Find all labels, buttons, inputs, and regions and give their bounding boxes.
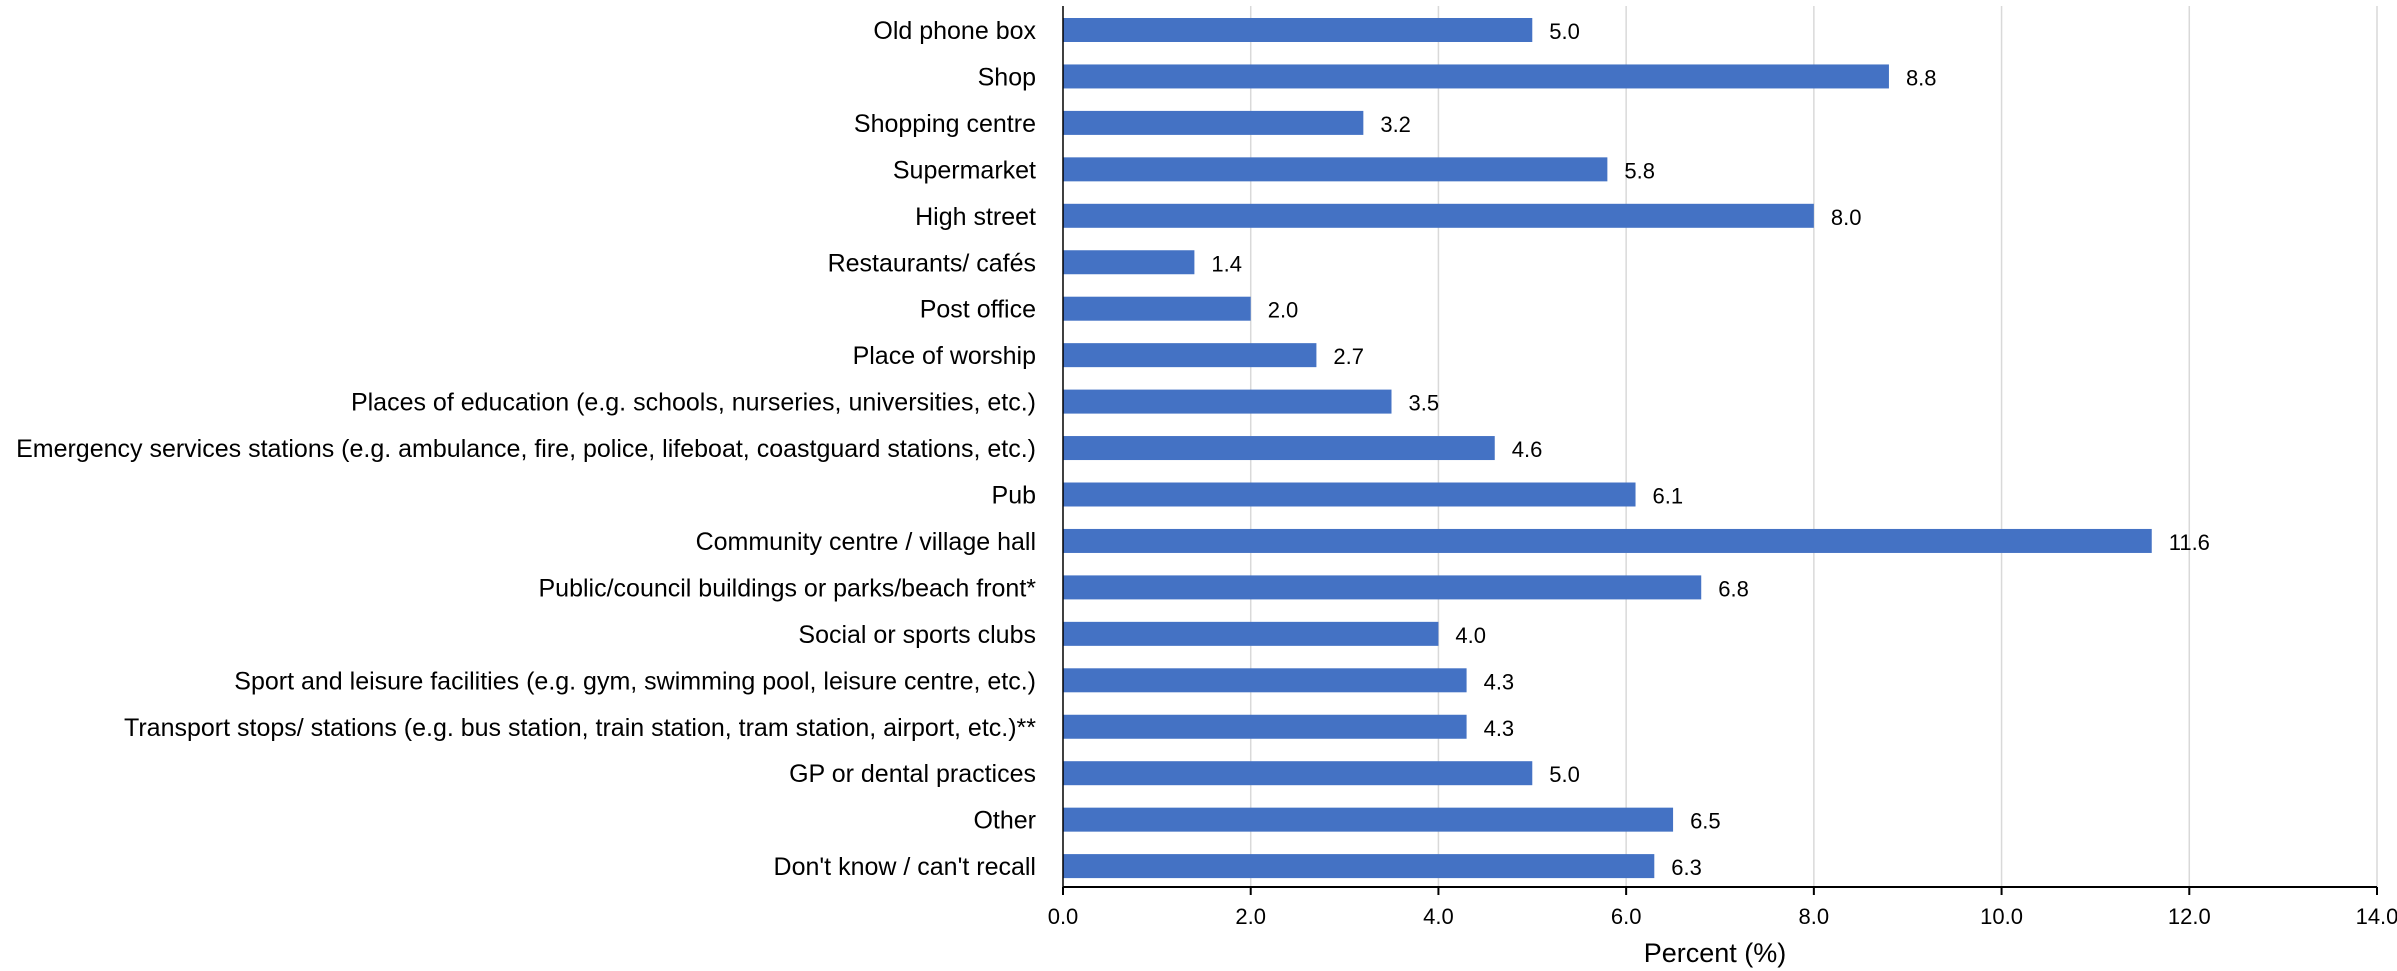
bar bbox=[1063, 64, 1889, 88]
x-tick-label: 0.0 bbox=[1048, 904, 1079, 929]
x-tick-label: 8.0 bbox=[1799, 904, 1830, 929]
x-tick-label: 2.0 bbox=[1235, 904, 1266, 929]
category-label: Sport and leisure facilities (e.g. gym, … bbox=[234, 667, 1036, 695]
value-label: 6.1 bbox=[1653, 484, 1684, 509]
bar bbox=[1063, 715, 1467, 739]
category-label: Community centre / village hall bbox=[696, 528, 1036, 556]
value-label: 4.6 bbox=[1512, 437, 1543, 462]
value-label: 3.5 bbox=[1409, 391, 1440, 416]
bar bbox=[1063, 529, 2152, 553]
bar bbox=[1063, 622, 1438, 646]
bar bbox=[1063, 111, 1363, 135]
category-label: Shopping centre bbox=[854, 110, 1036, 138]
x-tick-label: 6.0 bbox=[1611, 904, 1642, 929]
bar bbox=[1063, 761, 1532, 785]
bar bbox=[1063, 483, 1636, 507]
category-label: Post office bbox=[920, 296, 1036, 324]
bar bbox=[1063, 390, 1392, 414]
value-label: 2.0 bbox=[1268, 298, 1299, 323]
category-label: Emergency services stations (e.g. ambula… bbox=[16, 435, 1036, 463]
value-label: 3.2 bbox=[1380, 112, 1411, 137]
bar bbox=[1063, 250, 1194, 274]
category-label: Shop bbox=[978, 63, 1036, 91]
category-label: Don't know / can't recall bbox=[774, 853, 1036, 881]
bar bbox=[1063, 808, 1673, 832]
value-label: 2.7 bbox=[1333, 344, 1364, 369]
category-label: Other bbox=[973, 807, 1036, 835]
value-label: 4.0 bbox=[1455, 623, 1486, 648]
bar bbox=[1063, 18, 1532, 42]
category-label: GP or dental practices bbox=[789, 760, 1036, 788]
value-label: 6.5 bbox=[1690, 809, 1721, 834]
value-label: 8.8 bbox=[1906, 65, 1937, 90]
bars bbox=[1063, 18, 2152, 878]
bar bbox=[1063, 157, 1607, 181]
category-label: Supermarket bbox=[893, 156, 1036, 184]
bar bbox=[1063, 668, 1467, 692]
category-label: High street bbox=[915, 203, 1036, 231]
category-labels: Old phone box Shop Shopping centre Supermar… bbox=[16, 17, 1036, 881]
value-label: 1.4 bbox=[1211, 251, 1242, 276]
value-label: 5.8 bbox=[1624, 158, 1655, 183]
bar bbox=[1063, 204, 1814, 228]
value-label: 5.0 bbox=[1549, 762, 1580, 787]
x-tick-label: 12.0 bbox=[2168, 904, 2211, 929]
x-tick-label: 10.0 bbox=[1980, 904, 2023, 929]
value-label: 4.3 bbox=[1484, 669, 1515, 694]
bar bbox=[1063, 854, 1654, 878]
category-label: Old phone box bbox=[873, 17, 1036, 45]
bar bbox=[1063, 436, 1495, 460]
value-label: 6.3 bbox=[1671, 855, 1702, 880]
x-tick-label: 14.0 bbox=[2356, 904, 2397, 929]
category-label: Pub bbox=[992, 482, 1036, 510]
x-tick-label: 4.0 bbox=[1423, 904, 1454, 929]
category-label: Public/council buildings or parks/beach … bbox=[539, 574, 1037, 602]
value-label: 8.0 bbox=[1831, 205, 1862, 230]
bar bbox=[1063, 297, 1251, 321]
category-label: Transport stops/ stations (e.g. bus stat… bbox=[124, 714, 1036, 742]
value-label: 5.0 bbox=[1549, 19, 1580, 44]
bar bbox=[1063, 343, 1316, 367]
x-axis-title: Percent (%) bbox=[1644, 938, 1787, 968]
bar bbox=[1063, 575, 1701, 599]
category-label: Restaurants/ cafés bbox=[828, 249, 1036, 277]
category-label: Places of education (e.g. schools, nurse… bbox=[351, 389, 1036, 417]
value-label: 6.8 bbox=[1718, 576, 1749, 601]
category-label: Social or sports clubs bbox=[798, 621, 1036, 649]
value-label: 11.6 bbox=[2169, 530, 2210, 555]
category-label: Place of worship bbox=[853, 342, 1036, 370]
value-label: 4.3 bbox=[1484, 716, 1515, 741]
